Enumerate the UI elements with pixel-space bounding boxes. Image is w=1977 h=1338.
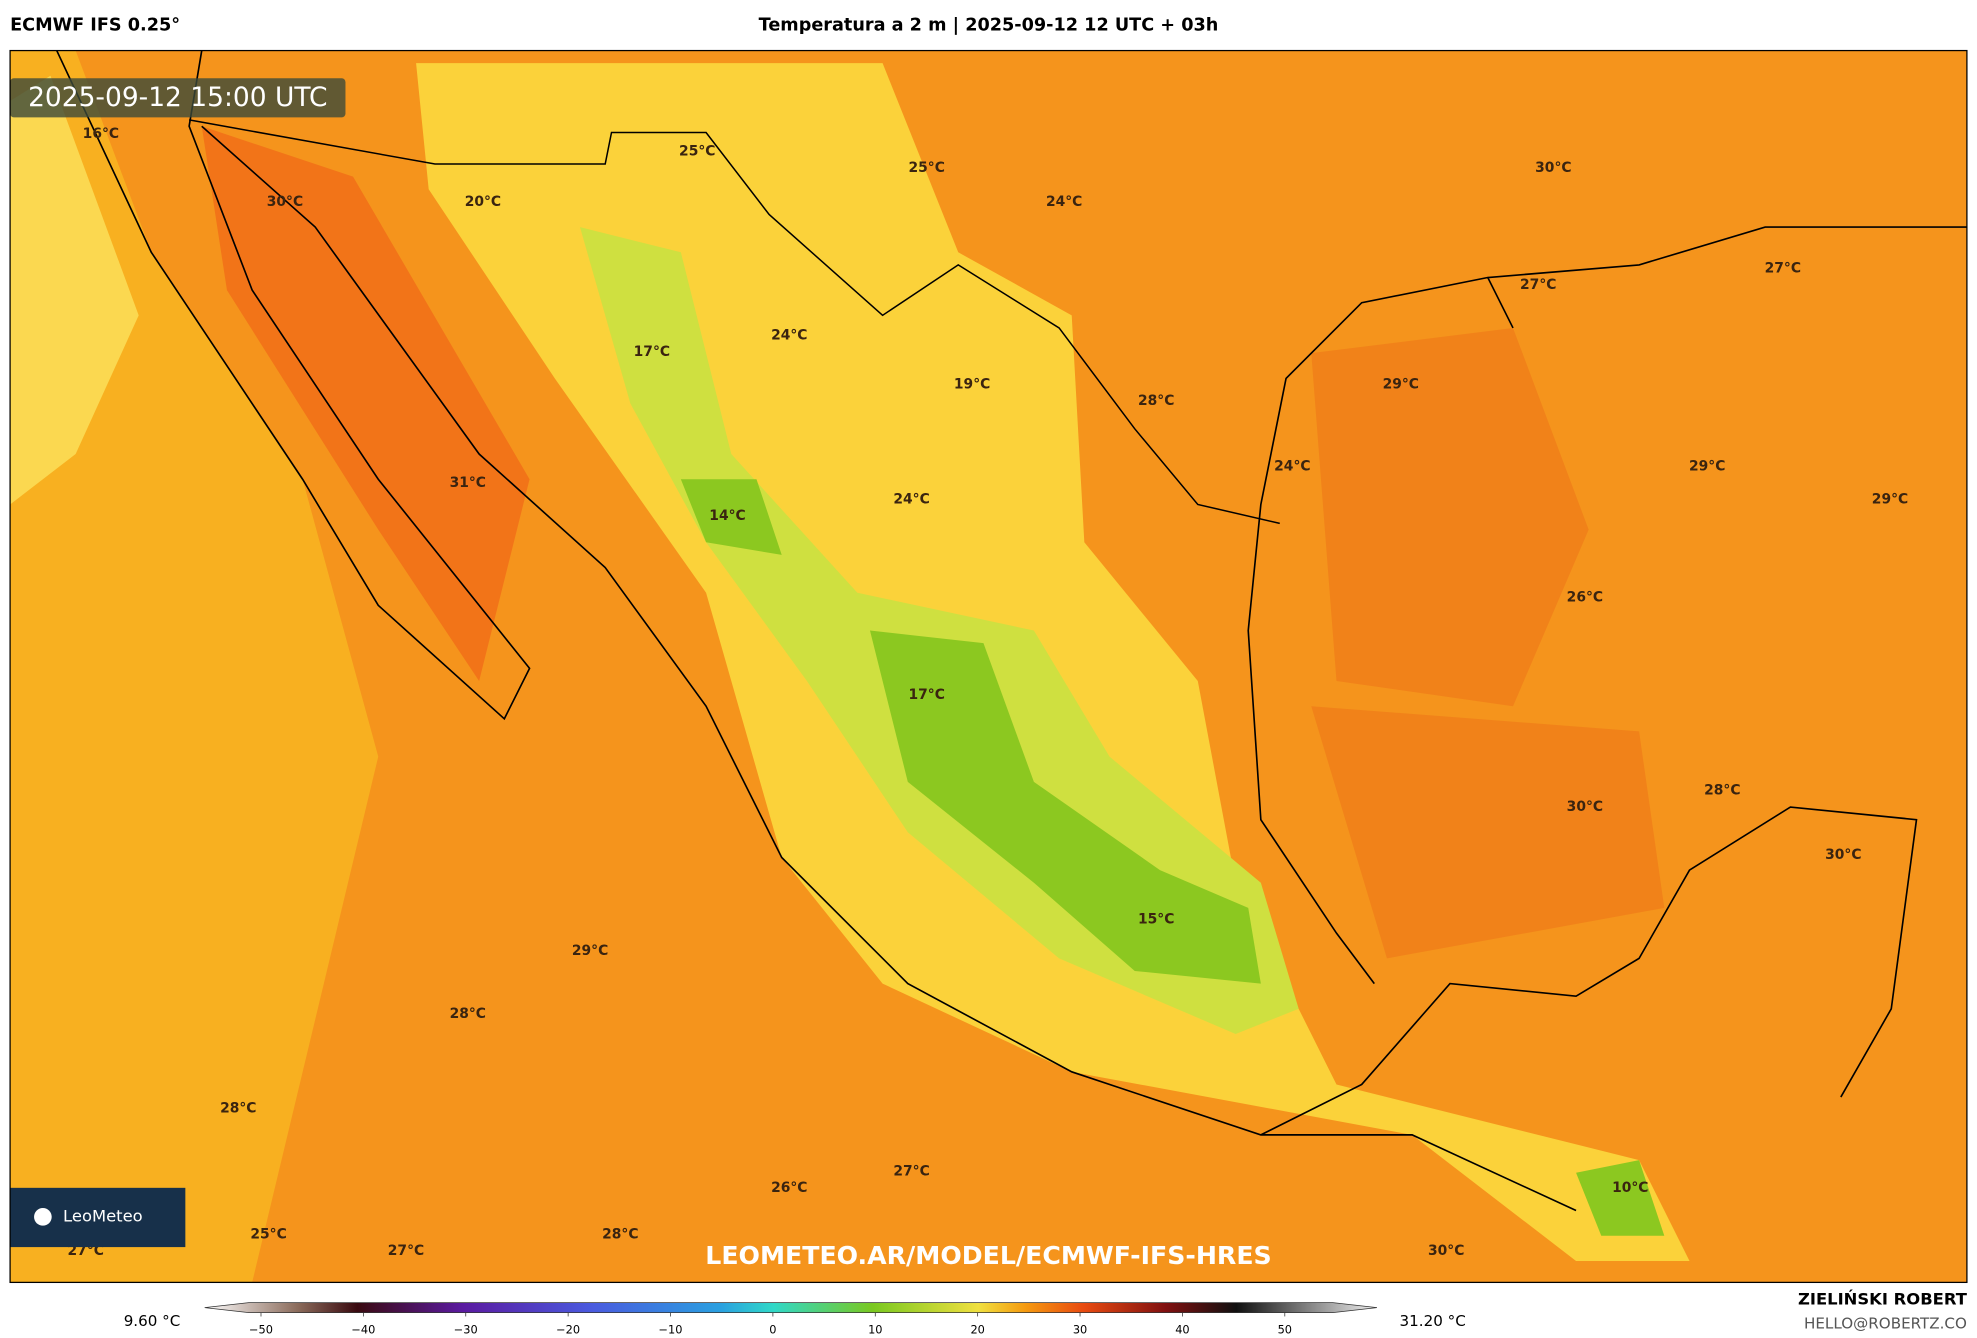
watermark: LEOMETEO.AR/MODEL/ECMWF-IFS-HRES xyxy=(705,1241,1271,1270)
temperature-label: 29°C xyxy=(1383,377,1419,393)
colorbar-tick-label: −10 xyxy=(659,1322,683,1336)
temperature-label: 25°C xyxy=(679,143,715,159)
highlands-green xyxy=(680,479,1665,1236)
temperature-label: 29°C xyxy=(1689,459,1725,475)
map: 16°C 30°C 20°C 25°C 25°C 24°C 30°C 27°C 27°C 17°C… xyxy=(10,50,1967,1283)
colorbar-tick-label: 0 xyxy=(769,1322,776,1336)
gulf-california xyxy=(201,126,530,681)
temperature-label: 30°C xyxy=(1535,160,1571,176)
author: ZIELIŃSKI ROBERT xyxy=(1798,1290,1968,1309)
coastline xyxy=(55,50,1967,1212)
temperature-label: 30°C xyxy=(1428,1243,1464,1259)
temperature-label: 29°C xyxy=(1872,491,1908,507)
min-value: 9.60 °C xyxy=(124,1312,181,1330)
timestamp-box xyxy=(10,78,346,118)
temperature-labels: 16°C 30°C 20°C 25°C 25°C 24°C 30°C 27°C 27°C 17°C… xyxy=(68,126,1909,1259)
temperature-label: 20°C xyxy=(465,194,501,210)
map-title: Temperatura a 2 m | 2025-09-12 12 UTC + … xyxy=(759,15,1219,35)
email: HELLO@ROBERTZ.CO xyxy=(1804,1315,1967,1333)
temperature-label: 27°C xyxy=(893,1163,929,1179)
temperature-label: 24°C xyxy=(1046,194,1082,210)
temperature-label: 28°C xyxy=(1138,393,1174,409)
temperature-label: 17°C xyxy=(909,687,945,703)
colorbar-tick-label: 30 xyxy=(1073,1322,1087,1336)
colorbar-bar xyxy=(204,1302,1377,1314)
highlands-lightgreen xyxy=(579,227,1299,1035)
temperature-label: 28°C xyxy=(450,1006,486,1022)
colorbar-tick-label: −20 xyxy=(556,1322,580,1336)
temperature-label: 26°C xyxy=(1567,590,1603,606)
colorbar-tick-label: −40 xyxy=(351,1322,375,1336)
colorbar: −50 −40 −30 −20 −10 0 10 20 30 40 50 xyxy=(204,1302,1377,1336)
temperature-label: 25°C xyxy=(250,1226,286,1242)
temperature-label: 24°C xyxy=(893,491,929,507)
timestamp: 2025-09-12 15:00 UTC xyxy=(28,82,327,113)
logo-sun xyxy=(34,1208,52,1226)
colorbar-tick-label: 10 xyxy=(868,1322,882,1336)
temperature-label: 31°C xyxy=(450,475,486,491)
temperature-label: 29°C xyxy=(572,943,608,959)
temperature-label: 16°C xyxy=(83,126,119,142)
temperature-label: 28°C xyxy=(1704,783,1740,799)
gulf-warm xyxy=(1311,327,1665,959)
temperature-label: 15°C xyxy=(1138,911,1174,927)
colorbar-tick-label: 20 xyxy=(970,1322,984,1336)
temperature-label: 30°C xyxy=(267,194,303,210)
colorbar-tick-label: 50 xyxy=(1278,1322,1292,1336)
colorbar-tick-label: 40 xyxy=(1175,1322,1189,1336)
temperature-label: 27°C xyxy=(1520,277,1556,293)
temperature-label: 27°C xyxy=(388,1243,424,1259)
pacific-cool xyxy=(10,75,139,505)
temperature-label: 14°C xyxy=(709,508,745,524)
temperature-label: 10°C xyxy=(1612,1180,1648,1196)
temperature-label: 27°C xyxy=(1765,261,1801,277)
temperature-label: 24°C xyxy=(1274,459,1310,475)
temperature-label: 26°C xyxy=(771,1180,807,1196)
colorbar-tick-label: −50 xyxy=(249,1322,273,1336)
logo-text: LeoMeteo xyxy=(63,1206,143,1225)
temperature-label: 30°C xyxy=(1567,799,1603,815)
temperature-label: 28°C xyxy=(220,1100,256,1116)
border xyxy=(188,119,1280,525)
max-value: 31.20 °C xyxy=(1400,1312,1466,1330)
temperature-label: 24°C xyxy=(771,328,807,344)
temperature-label: 17°C xyxy=(634,344,670,360)
map-frame xyxy=(9,49,1968,1284)
model-name: ECMWF IFS 0.25° xyxy=(10,15,180,35)
temperature-label: 25°C xyxy=(909,160,945,176)
temperature-label: 19°C xyxy=(954,377,990,393)
temperature-label: 30°C xyxy=(1825,847,1861,863)
colorbar-tick-label: −30 xyxy=(454,1322,478,1336)
temperature-label: 28°C xyxy=(602,1226,638,1242)
highlands-yellow xyxy=(416,63,1690,1261)
